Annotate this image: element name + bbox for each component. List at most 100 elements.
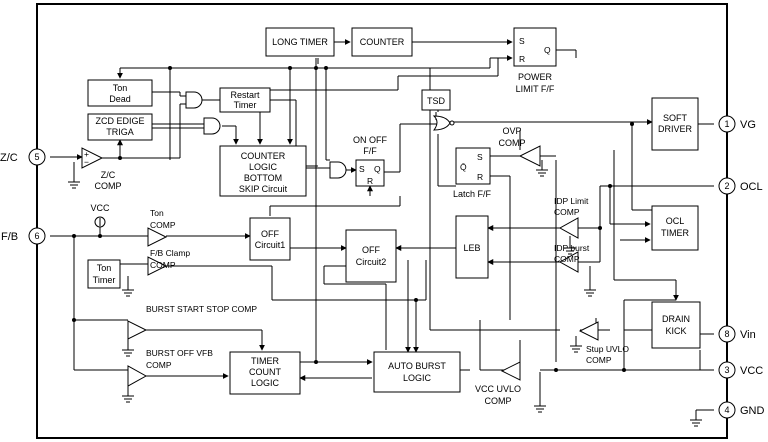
restart-timer-label-2: Timer [234, 100, 257, 110]
ton-timer-label-2: Timer [93, 275, 116, 285]
off-circuit2-label-2: Circuit2 [356, 257, 387, 267]
power-limit-s: S [519, 36, 525, 46]
vcc-source: VCC [90, 203, 110, 228]
junctions [72, 66, 634, 372]
pin-fb-number: 6 [34, 231, 39, 241]
pin-zc[interactable]: 5 Z/C [0, 148, 46, 166]
pin-zc-name: Z/C [0, 152, 18, 164]
burst-off-vfb-comparator: BURST OFF VFB COMP [127, 348, 213, 387]
off-circuit2-label-1: OFF [362, 245, 380, 255]
vcc-uvlo-comp-label-1: VCC UVLO [475, 384, 521, 394]
pin-gnd[interactable]: 4 GND [718, 401, 765, 419]
off-circuit1-label-1: OFF [261, 229, 279, 239]
restart-timer-block: Restart Timer [219, 87, 271, 113]
on-off-q: Q [374, 164, 381, 174]
and-gate-restart [185, 91, 203, 109]
timer-count-logic-block: TIMER COUNT LOGIC [229, 351, 301, 395]
burst-start-stop-comparator: BURST START STOP COMP [127, 304, 257, 340]
drain-kick-label-2: KICK [665, 326, 686, 336]
ton-comp-label-2: COMP [150, 220, 176, 230]
stup-uvlo-comp-label-2: COMP [586, 355, 612, 365]
off-circuit2-block: OFF Circuit2 [345, 229, 397, 283]
counter-block: COUNTER [351, 27, 413, 57]
off-circuit1-block: OFF Circuit1 [249, 217, 291, 261]
latch-s: S [477, 152, 483, 162]
long-timer-label: LONG TIMER [272, 37, 328, 47]
soft-driver-label-2: DRIVER [658, 124, 693, 134]
and-gate-onoff [329, 161, 347, 179]
on-off-r: R [367, 176, 373, 186]
svg-text:−: − [84, 157, 89, 167]
zcd-edge-label-2: TRIGA [106, 127, 134, 137]
off-circuit1-label-2: Circuit1 [255, 240, 286, 250]
ovp-comparator: OVP COMP [499, 126, 541, 167]
latch-r: R [477, 172, 483, 182]
ton-timer-block: Ton Timer [87, 259, 121, 289]
vcc-uvlo-comparator: VCC UVLO COMP [475, 361, 521, 406]
auto-burst-logic-label-1: AUTO BURST [388, 361, 446, 371]
ton-dead-label-2: Dead [109, 94, 131, 104]
ton-timer-label-1: Ton [97, 263, 112, 273]
stup-uvlo-comp-label-1: Stup UVLO [586, 344, 629, 354]
fb-clamp-comparator: F/B Clamp COMP [147, 248, 190, 276]
zc-comp-label-2: COMP [95, 181, 122, 191]
counter-logic-label-2: LOGIC [249, 162, 278, 172]
ocl-timer-block: OCL TIMER [651, 205, 699, 251]
pin-gnd-name: GND [740, 405, 765, 417]
counter-logic-label-1: COUNTER [241, 151, 286, 161]
drain-kick-block: DRAIN KICK [651, 301, 701, 349]
ovp-comp-label-2: COMP [499, 138, 526, 148]
pin-ocl[interactable]: 2 OCL [718, 177, 763, 195]
pin-ocl-name: OCL [740, 181, 763, 193]
pin-vg[interactable]: 1 VG [718, 115, 756, 133]
idp-limit-comp-label-1: IDP Limit [554, 196, 589, 206]
pin-vin-name: Vin [740, 329, 756, 341]
auto-burst-logic-label-2: LOGIC [403, 373, 432, 383]
pin-vin-number: 8 [724, 329, 729, 339]
restart-timer-label-1: Restart [230, 90, 260, 100]
burst-off-vfb-comp-label-1: BURST OFF VFB [146, 348, 213, 358]
or-gate-bubble [449, 120, 455, 126]
ovp-comp-label-1: OVP [502, 126, 521, 136]
ocl-timer-label-2: TIMER [661, 228, 689, 238]
power-limit-q: Q [544, 45, 551, 55]
power-limit-r: R [519, 54, 525, 64]
pin-vin[interactable]: 8 Vin [718, 325, 756, 343]
leb-block: LEB [455, 215, 489, 279]
burst-off-vfb-comp-label-2: COMP [146, 360, 172, 370]
fb-clamp-comp-label-2: COMP [150, 260, 176, 270]
fb-clamp-comp-label-1: F/B Clamp [150, 248, 190, 258]
counter-logic-label-3: BOTTOM [244, 173, 282, 183]
power-limit-label-2: LIMIT F/F [516, 84, 555, 94]
auto-burst-logic-block: AUTO BURST LOGIC [373, 351, 461, 393]
pin-vcc-number: 3 [724, 365, 729, 375]
idp-burst-comparator: IDP burst COMP [554, 243, 590, 273]
pin-fb[interactable]: 6 F/B [1, 227, 46, 245]
svg-text:+: + [84, 149, 89, 159]
pin-gnd-number: 4 [724, 405, 729, 415]
zc-comp-label-1: Z/C [101, 170, 116, 180]
on-off-flipflop: ON OFF F/F S Q R [353, 135, 387, 187]
ton-comp-label-1: Ton [150, 208, 164, 218]
or-gate-tsd [432, 115, 451, 131]
pin-fb-name: F/B [1, 231, 18, 243]
and-gate-zcd [203, 117, 221, 135]
soft-driver-block: SOFT DRIVER [651, 97, 699, 151]
vcc-uvlo-comp-label-2: COMP [485, 396, 512, 406]
stup-uvlo-comparator: Stup UVLO COMP [578, 321, 629, 365]
vcc-source-label: VCC [90, 203, 110, 213]
burst-start-stop-comp-label: BURST START STOP COMP [146, 304, 257, 314]
tsd-label: TSD [427, 96, 446, 106]
counter-label: COUNTER [360, 37, 405, 47]
ton-comparator: Ton COMP [147, 208, 176, 247]
ton-dead-label-1: Ton [113, 83, 128, 93]
zc-comparator: + − Z/C COMP [81, 147, 122, 191]
pin-vcc[interactable]: 3 VCC [718, 361, 763, 379]
counter-logic-block: COUNTER LOGIC BOTTOM SKIP Circuit [219, 145, 307, 197]
ton-dead-block: Ton Dead [87, 79, 153, 107]
pin-vcc-name: VCC [740, 365, 763, 377]
latch-flipflop: S Q̄ R Latch F/F [453, 147, 492, 199]
power-limit-flipflop: S R Q POWER LIMIT F/F [513, 27, 557, 94]
idp-limit-comp-label-2: COMP [554, 207, 580, 217]
idp-burst-comp-label-2: COMP [554, 254, 580, 264]
